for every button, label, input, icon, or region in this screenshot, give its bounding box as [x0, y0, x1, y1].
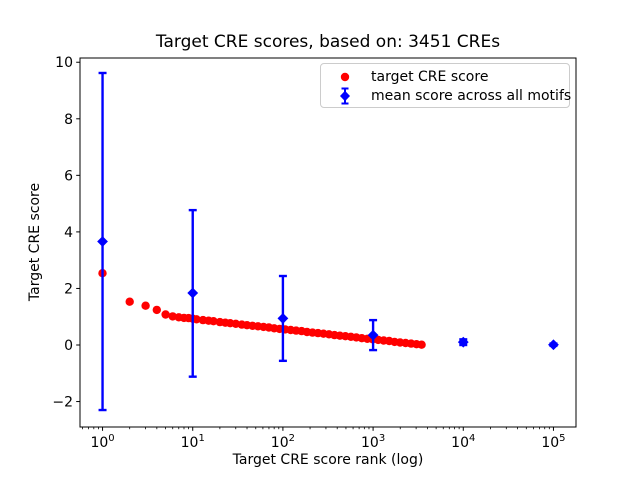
target-score-point	[152, 305, 161, 315]
x-tick-label: 104	[451, 433, 475, 451]
target-score-point	[209, 317, 218, 326]
y-tick-label: 0	[64, 338, 73, 354]
y-tick-label: −2	[52, 395, 73, 411]
mean-score-point	[548, 339, 559, 351]
mean-score-point	[187, 287, 199, 299]
legend-diamond	[340, 90, 350, 101]
x-tick-label: 103	[361, 433, 385, 451]
chart-title: Target CRE scores, based on: 3451 CREs	[155, 32, 501, 52]
axes-frame	[79, 57, 577, 428]
x-tick-label: 101	[181, 433, 205, 451]
legend-circle	[340, 72, 350, 81]
target-score-point	[141, 301, 150, 310]
mean-score-point	[457, 336, 469, 348]
y-tick-label: 6	[64, 168, 73, 184]
legend-label-target-score: target CRE score	[371, 68, 489, 85]
x-tick-label: 102	[271, 433, 295, 451]
legend-item-target-score: target CRE score	[329, 67, 569, 86]
target-score-point	[192, 315, 201, 324]
legend: target CRE score mean score across all m…	[320, 63, 572, 108]
mean-score-point	[97, 236, 108, 247]
mean-score-point	[277, 313, 289, 324]
circle-marker-icon	[340, 72, 350, 81]
diamond-errorbar-marker-icon	[340, 87, 350, 104]
x-tick-label: 105	[541, 433, 565, 451]
x-tick-label: 100	[90, 433, 114, 451]
y-tick-label: 4	[64, 225, 73, 241]
y-tick-label: 2	[64, 281, 73, 297]
y-tick-label: 8	[64, 112, 73, 128]
target-score-point	[417, 340, 426, 349]
mean-score-point	[367, 329, 379, 341]
y-tick-label: 10	[55, 55, 73, 71]
legend-item-mean-score: mean score across all motifs	[329, 86, 572, 105]
legend-label-mean-score: mean score across all motifs	[371, 87, 572, 104]
target-score-point	[161, 310, 170, 319]
x-axis-label: Target CRE score rank (log)	[232, 452, 424, 468]
y-axis-label: Target CRE score	[27, 182, 43, 302]
target-score-point	[125, 297, 134, 306]
